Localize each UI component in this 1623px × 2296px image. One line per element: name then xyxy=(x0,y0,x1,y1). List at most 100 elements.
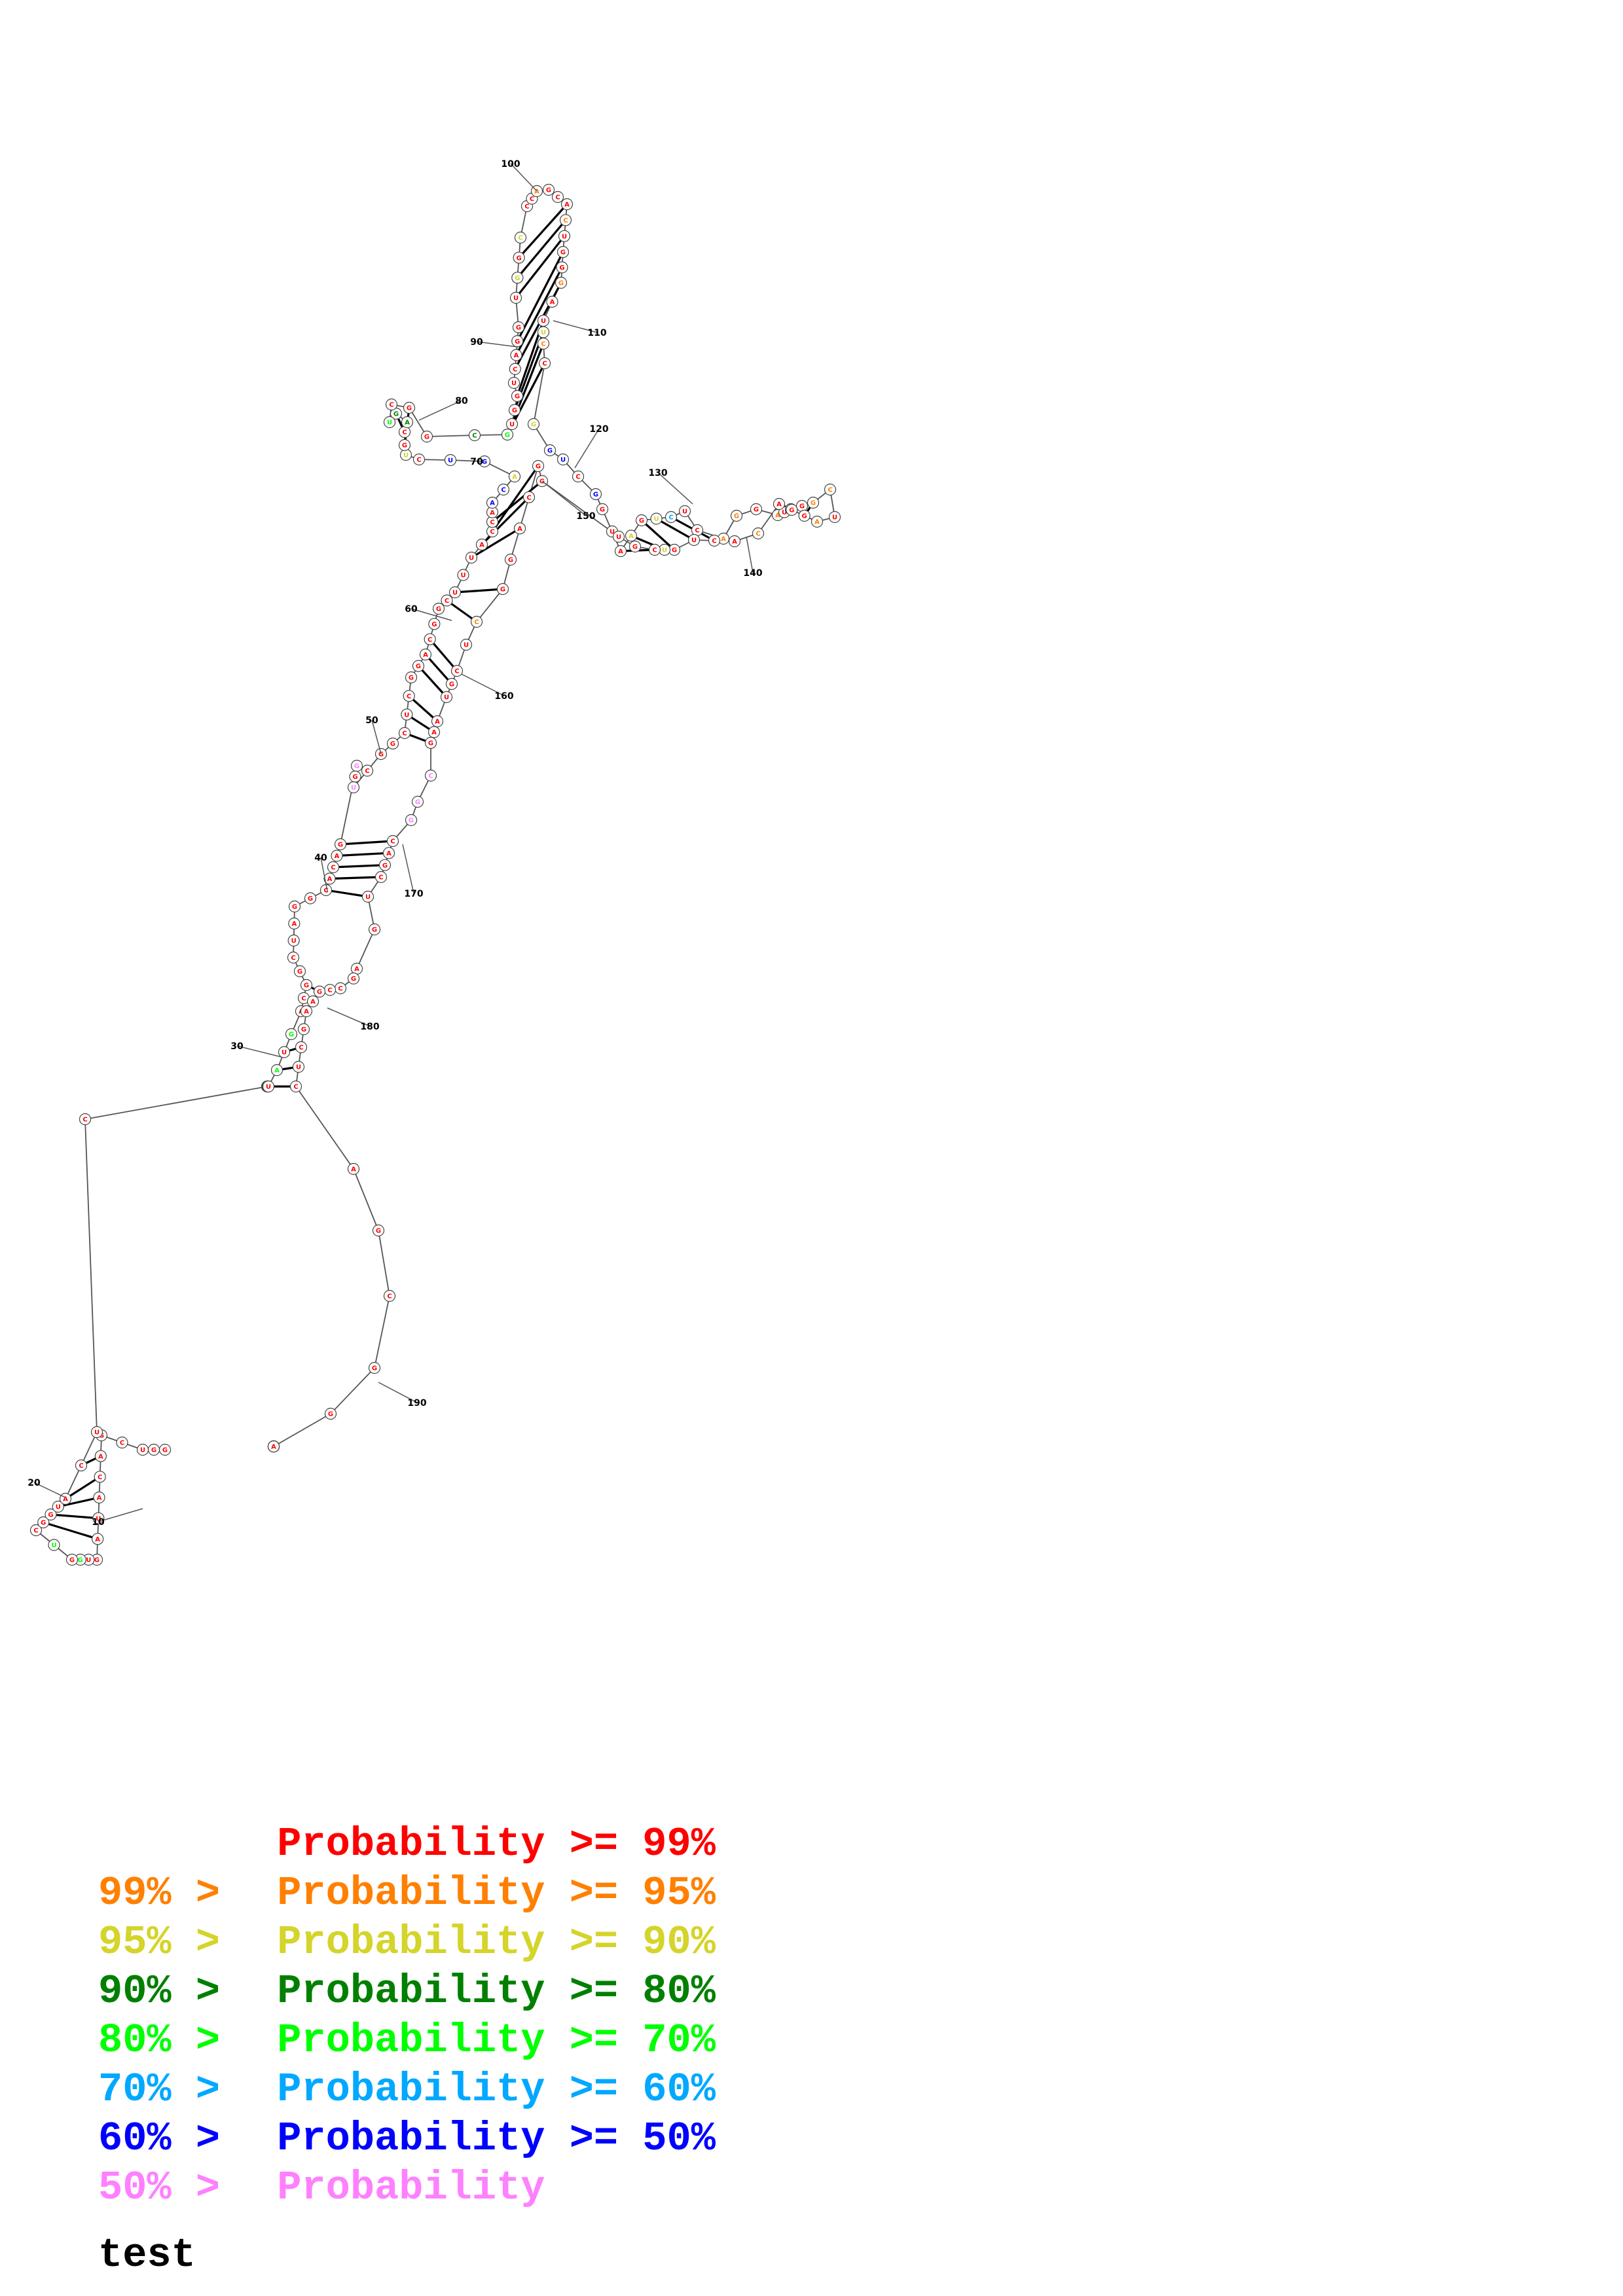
nucleotide-circle xyxy=(558,230,571,242)
nucleotide-22: U xyxy=(90,1426,103,1439)
nucleotide-letter: U xyxy=(404,711,409,719)
nucleotide-170: G xyxy=(378,859,392,871)
nucleotide-118: G xyxy=(589,488,602,501)
nucleotide-145: U xyxy=(687,533,701,547)
nucleotide-letter: C xyxy=(378,874,383,882)
nucleotide-66: C xyxy=(486,525,499,538)
nucleotide-circle xyxy=(596,503,609,516)
nucleotide-letter: C xyxy=(695,528,699,535)
tick-line xyxy=(402,844,414,894)
nucleotide-letter: G xyxy=(301,1026,306,1033)
nucleotide-152: G xyxy=(532,459,545,473)
nucleotide-letter: G xyxy=(69,1557,75,1564)
legend-lower: 50% > xyxy=(98,2164,221,2211)
nucleotide-letter: U xyxy=(291,938,297,945)
backbone-segment xyxy=(541,480,619,537)
nucleotide-155: G xyxy=(504,553,517,566)
nucleotide-letter: G xyxy=(559,264,564,272)
nucleotide-circle xyxy=(527,418,540,431)
nucleotide-letter: U xyxy=(509,422,515,429)
nucleotide-153: C xyxy=(522,491,536,503)
nucleotide-letter: G xyxy=(449,681,454,689)
tick-line xyxy=(510,163,538,192)
nucleotide-93: G xyxy=(512,321,525,334)
tick-line xyxy=(461,673,505,696)
nucleotide-35: G xyxy=(293,965,306,978)
nucleotide-30: U xyxy=(278,1046,291,1058)
legend-lower: 95% > xyxy=(98,1919,221,1965)
tick-label: 120 xyxy=(589,424,608,435)
nucleotide-letter: G xyxy=(672,547,677,554)
nucleotide-68: A xyxy=(486,506,499,518)
nucleotide-circle xyxy=(278,1046,291,1058)
nucleotide-letter: C xyxy=(402,730,407,738)
nucleotide-circle xyxy=(287,934,300,947)
legend-row: 95% > Probability >= 90% xyxy=(98,1918,884,1967)
nucleotide-letter: A xyxy=(405,420,410,427)
nucleotide-144: C xyxy=(708,534,721,547)
nucleotide-letter: U xyxy=(444,694,449,702)
nucleotide-circle xyxy=(509,291,522,304)
nucleotide-circle xyxy=(293,965,306,978)
nucleotide-148: C xyxy=(648,543,661,556)
nucleotide-185: A xyxy=(347,1162,360,1175)
tick-label: 180 xyxy=(360,1022,379,1032)
nucleotide-31: G xyxy=(285,1028,298,1041)
nucleotide-circle xyxy=(29,1524,43,1537)
nucleotide-letter: A xyxy=(490,509,495,516)
nucleotide-circle xyxy=(267,1440,280,1453)
backbone-segment xyxy=(84,1119,98,1433)
nucleotide-168: C xyxy=(386,834,399,848)
tick-label: 90 xyxy=(470,337,483,348)
legend-row: 80% > Probability >= 70% xyxy=(98,2016,884,2065)
nucleotide-letter: C xyxy=(98,1474,102,1481)
nucleotide-circle xyxy=(136,1443,149,1456)
nucleotide-circle xyxy=(45,1508,57,1521)
nucleotide-158: U xyxy=(460,638,473,651)
tick-label: 130 xyxy=(648,468,667,478)
nucleotide-3: U xyxy=(136,1443,149,1456)
backbone-segment xyxy=(330,1367,375,1414)
nucleotide-75: U xyxy=(399,448,412,461)
nucleotide-letter: G xyxy=(338,842,343,849)
nucleotide-letter: U xyxy=(403,452,409,459)
nucleotide-117: C xyxy=(572,470,585,483)
backbone-lines xyxy=(35,189,835,1560)
nucleotide-63: U xyxy=(457,569,469,581)
tick-label: 10 xyxy=(92,1517,105,1528)
nucleotide-circle xyxy=(324,1407,337,1420)
nucleotide-letter: A xyxy=(354,966,359,973)
nucleotide-12: U xyxy=(82,1553,95,1566)
nucleotide-150: U xyxy=(612,530,625,543)
nucleotide-14: G xyxy=(65,1553,79,1566)
nucleotide-letter: A xyxy=(512,474,517,481)
nucleotide-circle xyxy=(532,459,545,473)
nucleotide-letter: G xyxy=(531,422,536,429)
nucleotide-letter: G xyxy=(734,513,739,520)
nucleotide-circle xyxy=(90,1426,103,1439)
bases: GGUCGACAUAGUGGUCGGUACUCUCGGUAUGACGGCUAGG… xyxy=(29,183,841,1566)
nucleotide-circle xyxy=(313,985,326,998)
nucleotide-letter: U xyxy=(541,329,546,336)
nucleotide-159: C xyxy=(450,664,464,677)
nucleotide-105: U xyxy=(558,230,571,242)
backbone-segment xyxy=(81,1431,98,1466)
nucleotide-circle xyxy=(405,671,418,684)
nucleotide-circle xyxy=(401,708,413,721)
legend-row: 70% > Probability >= 60% xyxy=(98,2065,884,2114)
nucleotide-letter: G xyxy=(372,927,377,934)
nucleotide-circle xyxy=(383,416,396,429)
backbone-segment xyxy=(757,503,780,534)
nucleotide-126: U xyxy=(678,505,691,518)
legend-upper: >= 80% xyxy=(569,1968,716,2015)
nucleotide-circle xyxy=(75,1459,88,1472)
nucleotide-letter: U xyxy=(387,420,392,427)
nucleotide-letter: G xyxy=(789,507,794,514)
legend-label: Probability xyxy=(253,1968,570,2015)
nucleotide-70: C xyxy=(497,483,510,496)
nucleotide-130: G xyxy=(750,503,763,516)
nucleotide-letter: C xyxy=(79,1463,83,1470)
nucleotide-23: C xyxy=(79,1113,92,1126)
nucleotide-180: A xyxy=(300,1005,313,1018)
nucleotide-circle xyxy=(496,583,509,596)
